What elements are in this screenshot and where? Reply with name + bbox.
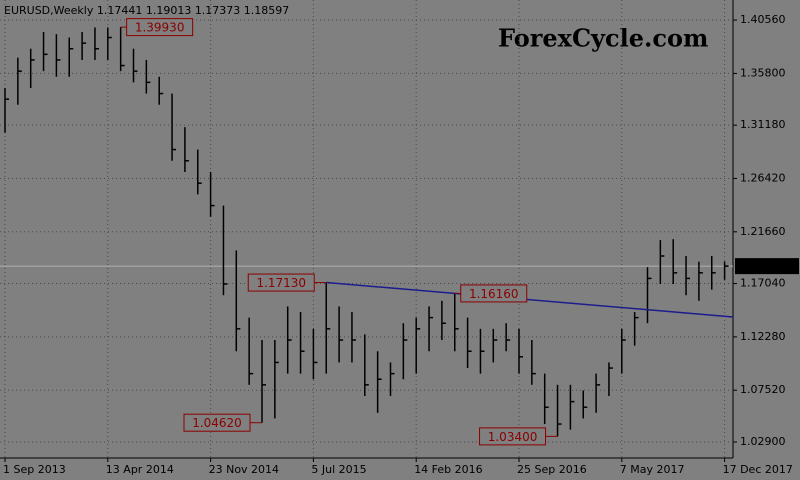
current-price-box [735, 258, 799, 275]
y-tick-label: 1.02900 [740, 435, 786, 448]
current-price-label: 1.18597 [740, 260, 786, 273]
annotation-box [247, 273, 315, 292]
x-tick-label: 1 Sep 2013 [3, 463, 66, 476]
annotation-box [479, 427, 547, 446]
trendline [326, 281, 734, 318]
x-tick-label: 17 Dec 2017 [723, 463, 793, 476]
annotation-box [126, 18, 194, 37]
x-tick-label: 23 Nov 2014 [209, 463, 279, 476]
annotation-box [460, 284, 528, 303]
y-tick-label: 1.21660 [740, 225, 786, 238]
x-tick-label: 7 May 2017 [620, 463, 685, 476]
chart-title: EURUSD,Weekly 1.17441 1.19013 1.17373 1.… [4, 4, 289, 17]
annotation-label: 1.04620 [192, 416, 242, 430]
y-tick-label: 1.12280 [740, 330, 786, 343]
annotation-box [183, 413, 251, 432]
y-tick-label: 1.40560 [740, 13, 786, 26]
y-tick-label: 1.17040 [740, 277, 786, 290]
annotation-label: 1.03400 [488, 430, 538, 444]
annotation-label: 1.39930 [135, 21, 185, 35]
y-tick-label: 1.35800 [740, 66, 786, 79]
x-tick-label: 13 Apr 2014 [106, 463, 174, 476]
annotation-label: 1.17130 [256, 276, 306, 290]
y-tick-label: 1.26420 [740, 171, 786, 184]
x-tick-label: 5 Jul 2015 [311, 463, 366, 476]
annotation-label: 1.16160 [469, 287, 519, 301]
watermark: ForexCycle.com [498, 24, 708, 53]
y-tick-label: 1.07520 [740, 383, 786, 396]
x-tick-label: 14 Feb 2016 [414, 463, 482, 476]
x-tick-label: 25 Sep 2016 [517, 463, 587, 476]
y-tick-label: 1.31180 [740, 118, 786, 131]
